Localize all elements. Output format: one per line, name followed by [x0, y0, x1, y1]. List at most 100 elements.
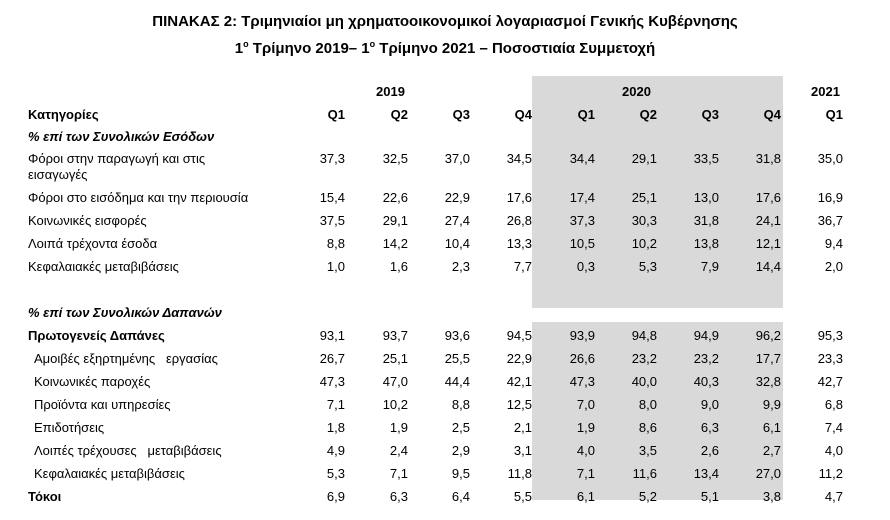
- table-cell: 17,6: [755, 190, 781, 205]
- table-cell: 10,4: [444, 236, 470, 251]
- title-superscript-2: ο: [369, 39, 376, 49]
- table-cell: 24,1: [755, 213, 781, 228]
- table-cell: 13,8: [693, 236, 719, 251]
- table-cell: 3,1: [513, 443, 532, 458]
- table-cell: 13,3: [506, 236, 532, 251]
- table-cell: 8,6: [638, 420, 657, 435]
- title-rest-2: Τρίμηνο 2021 – Ποσοστιαία Συμμετοχή: [375, 40, 656, 57]
- row-label: Πρωτογενείς Δαπάνες: [28, 328, 165, 343]
- table-cell: 7,7: [513, 259, 532, 274]
- header-quarter: Q1: [327, 107, 345, 122]
- table-cell: 7,1: [389, 466, 408, 481]
- table-cell: 93,1: [319, 328, 345, 343]
- table-cell: 5,5: [513, 489, 532, 504]
- table-cell: 31,8: [755, 151, 781, 166]
- table-cell: 25,5: [444, 351, 470, 366]
- table-cell: 7,1: [576, 466, 595, 481]
- table-cell: 47,3: [569, 374, 595, 389]
- table-cell: 95,3: [817, 328, 843, 343]
- table-cell: 9,5: [451, 466, 470, 481]
- table-cell: 0,3: [576, 259, 595, 274]
- row-label: Επιδοτήσεις: [34, 420, 105, 435]
- table-cell: 32,8: [755, 374, 781, 389]
- table-cell: 34,5: [506, 151, 532, 166]
- table-cell: 27,0: [755, 466, 781, 481]
- header-category: Κατηγορίες: [28, 107, 99, 122]
- table-cell: 29,1: [631, 151, 657, 166]
- table-cell: 26,6: [569, 351, 595, 366]
- table-cell: 4,0: [824, 443, 843, 458]
- table-cell: 23,3: [817, 351, 843, 366]
- table-cell: 9,9: [762, 397, 781, 412]
- title-quarter-1: 1: [234, 40, 244, 57]
- table-cell: 93,6: [444, 328, 470, 343]
- table-cell: 12,1: [755, 236, 781, 251]
- section-expenditure-title: % επί των Συνολικών Δαπανών: [28, 305, 222, 320]
- table-cell: 40,0: [631, 374, 657, 389]
- table-cell: 2,4: [389, 443, 408, 458]
- table-cell: 1,9: [576, 420, 595, 435]
- table-cell: 7,0: [576, 397, 595, 412]
- table-cell: 1,0: [326, 259, 345, 274]
- table-cell: 17,6: [506, 190, 532, 205]
- table-cell: 33,5: [693, 151, 719, 166]
- table-cell: 44,4: [444, 374, 470, 389]
- table-cell: 22,6: [382, 190, 408, 205]
- row-label: Κεφαλαιακές μεταβιβάσεις: [28, 259, 179, 274]
- table-cell: 34,4: [569, 151, 595, 166]
- table-cell: 4,0: [576, 443, 595, 458]
- table-cell: 9,0: [700, 397, 719, 412]
- header-quarter: Q3: [452, 107, 470, 122]
- table-cell: 1,6: [389, 259, 408, 274]
- table-cell: 2,9: [451, 443, 470, 458]
- table-cell: 26,7: [319, 351, 345, 366]
- year-2020: 2020: [622, 84, 651, 99]
- row-label: Λοιπά τρέχοντα έσοδα: [28, 236, 158, 251]
- table-cell: 2,6: [700, 443, 719, 458]
- table-cell: 11,2: [818, 466, 843, 481]
- table-cell: 25,1: [631, 190, 657, 205]
- table-cell: 2,1: [513, 420, 532, 435]
- table-cell: 36,7: [817, 213, 843, 228]
- table-cell: 8,8: [326, 236, 345, 251]
- table-cell: 6,8: [824, 397, 843, 412]
- table-cell: 94,8: [631, 328, 657, 343]
- table-cell: 5,1: [700, 489, 719, 504]
- table-cell: 11,8: [507, 466, 532, 481]
- table-cell: 27,4: [444, 213, 470, 228]
- table-cell: 13,4: [693, 466, 719, 481]
- table-cell: 2,7: [762, 443, 781, 458]
- table-cell: 17,4: [569, 190, 595, 205]
- header-quarter: Q4: [514, 107, 532, 122]
- table-cell: 37,0: [444, 151, 470, 166]
- table-cell: 26,8: [506, 213, 532, 228]
- table-cell: 5,3: [638, 259, 657, 274]
- row-label: Προϊόντα και υπηρεσίες: [34, 397, 171, 412]
- table-cell: 6,9: [326, 489, 345, 504]
- table-cell: 47,3: [319, 374, 345, 389]
- table-cell: 12,5: [506, 397, 532, 412]
- table-cell: 25,1: [382, 351, 408, 366]
- table-title-line1: ΠΙΝΑΚΑΣ 2: Τριμηνιαίοι μη χρηματοοικονομ…: [152, 13, 738, 30]
- table-cell: 22,9: [506, 351, 532, 366]
- table-cell: 11,6: [632, 466, 657, 481]
- table-cell: 47,0: [382, 374, 408, 389]
- table-cell: 7,4: [824, 420, 843, 435]
- table-cell: 42,7: [817, 374, 843, 389]
- table-cell: 6,1: [762, 420, 781, 435]
- table-cell: 6,3: [700, 420, 719, 435]
- table-cell: 37,5: [319, 213, 345, 228]
- table-cell: 7,9: [700, 259, 719, 274]
- row-label: Λοιπές τρέχουσες μεταβιβάσεις: [34, 443, 222, 458]
- row-label: Κεφαλαιακές μεταβιβάσεις: [34, 466, 185, 481]
- header-quarter: Q1: [577, 107, 595, 122]
- table-cell: 5,3: [326, 466, 345, 481]
- shade-2020: [532, 76, 783, 308]
- table-cell: 23,2: [631, 351, 657, 366]
- table-cell: 6,1: [576, 489, 595, 504]
- title-rest-1: Τρίμηνο 2019– 1: [248, 40, 370, 57]
- row-label: Κοινωνικές παροχές: [34, 374, 151, 389]
- header-quarter: Q2: [390, 107, 408, 122]
- table-cell: 93,7: [382, 328, 408, 343]
- row-label: Φόροι στην παραγωγή και στις: [28, 151, 206, 166]
